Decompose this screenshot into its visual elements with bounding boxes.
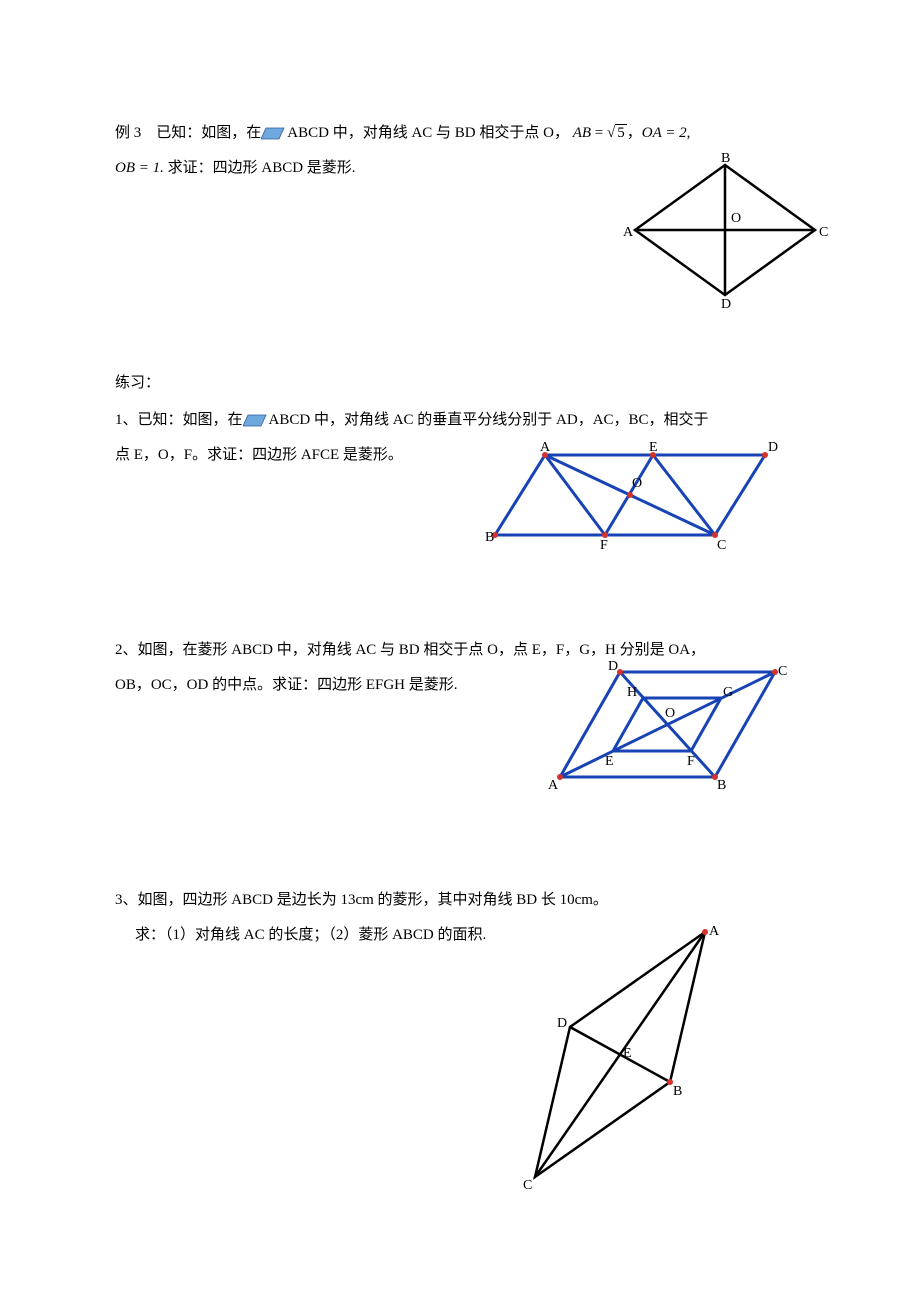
svg-text:C: C bbox=[523, 1178, 532, 1193]
svg-text:E: E bbox=[605, 754, 614, 769]
svg-text:D: D bbox=[721, 297, 731, 310]
practice-3-line-1: 3、如图，四边形 ABCD 是边长为 13cm 的菱形，其中对角线 BD 长 1… bbox=[115, 887, 805, 914]
text: 求：（1）对角线 AC 的长度；（2）菱形 ABCD 的面积. bbox=[135, 927, 486, 943]
svg-text:F: F bbox=[687, 754, 695, 769]
svg-text:B: B bbox=[673, 1084, 682, 1099]
svg-text:A: A bbox=[548, 778, 559, 793]
svg-text:A: A bbox=[623, 225, 634, 240]
text: 如图，在菱形 ABCD 中，对角线 AC 与 BD 相交于点 O，点 E，F，G… bbox=[138, 642, 706, 658]
svg-text:E: E bbox=[623, 1046, 632, 1061]
num: 2、 bbox=[115, 642, 138, 658]
num: 1、 bbox=[115, 412, 138, 428]
text: 已知：如图，在 bbox=[138, 412, 243, 428]
math-oa: OA = 2 bbox=[642, 125, 687, 141]
text: 求证：四边形 ABCD 是菱形. bbox=[168, 160, 356, 176]
svg-text:D: D bbox=[768, 440, 778, 455]
text: 如图，四边形 ABCD 是边长为 13cm 的菱形，其中对角线 BD 长 10c… bbox=[138, 892, 608, 908]
svg-text:D: D bbox=[608, 659, 618, 674]
svg-text:B: B bbox=[717, 778, 726, 793]
text: 已知：如图，在 bbox=[156, 125, 261, 141]
example-3: 例 3 已知：如图，在ABCD 中，对角线 AC 与 BD 相交于点 O， AB… bbox=[115, 120, 805, 350]
text: ABCD 中，对角线 AC 的垂直平分线分别于 AD，AC，BC，相交于 bbox=[269, 412, 709, 428]
text: ABCD 中，对角线 AC 与 BD 相交于点 O， bbox=[287, 125, 569, 141]
practice-1: 1、已知：如图，在 ABCD 中，对角线 AC 的垂直平分线分别于 AD，AC，B… bbox=[115, 407, 805, 617]
example-3-line-1: 例 3 已知：如图，在 ABCD 中，对角线 AC 与 BD 相交于点 O， AB… bbox=[115, 120, 805, 147]
svg-text:B: B bbox=[721, 151, 730, 166]
math-ob: OB = 1. bbox=[115, 160, 164, 176]
figure-practice-3: A B C D E bbox=[515, 917, 725, 1197]
practice-heading: 练习： bbox=[115, 370, 805, 397]
practice-2: 2、如图，在菱形 ABCD 中，对角线 AC 与 BD 相交于点 O，点 E，F… bbox=[115, 637, 805, 867]
svg-text:B: B bbox=[485, 530, 494, 545]
figure-practice-2: A B C D E F G H O bbox=[545, 657, 795, 797]
svg-text:E: E bbox=[649, 440, 658, 455]
svg-text:O: O bbox=[665, 706, 675, 721]
text: OB，OC，OD 的中点。求证：四边形 EFGH 是菱形. bbox=[115, 677, 458, 693]
figure-practice-1: A B C D E F O bbox=[485, 437, 785, 557]
svg-text:F: F bbox=[600, 538, 608, 553]
svg-text:H: H bbox=[627, 685, 637, 700]
text: 点 E，O，F。求证：四边形 AFCE 是菱形。 bbox=[115, 447, 403, 463]
svg-text:O: O bbox=[731, 211, 741, 226]
svg-text:G: G bbox=[723, 685, 733, 700]
svg-text:A: A bbox=[540, 440, 551, 455]
parallelogram-icon bbox=[243, 414, 267, 427]
figure-example-3: A B C D O bbox=[615, 150, 835, 310]
svg-text:A: A bbox=[709, 924, 720, 939]
svg-text:O: O bbox=[632, 476, 642, 491]
example-label: 例 3 bbox=[115, 125, 141, 141]
svg-text:C: C bbox=[717, 538, 726, 553]
svg-text:D: D bbox=[557, 1016, 567, 1031]
svg-text:C: C bbox=[778, 664, 787, 679]
num: 3、 bbox=[115, 892, 138, 908]
svg-text:C: C bbox=[819, 225, 828, 240]
parallelogram-icon bbox=[261, 127, 285, 140]
practice-3: 3、如图，四边形 ABCD 是边长为 13cm 的菱形，其中对角线 BD 长 1… bbox=[115, 887, 805, 1187]
practice-1-line-1: 1、已知：如图，在 ABCD 中，对角线 AC 的垂直平分线分别于 AD，AC，B… bbox=[115, 407, 805, 434]
math-sqrt: √5 bbox=[607, 124, 627, 141]
math-ab: AB bbox=[573, 125, 591, 141]
